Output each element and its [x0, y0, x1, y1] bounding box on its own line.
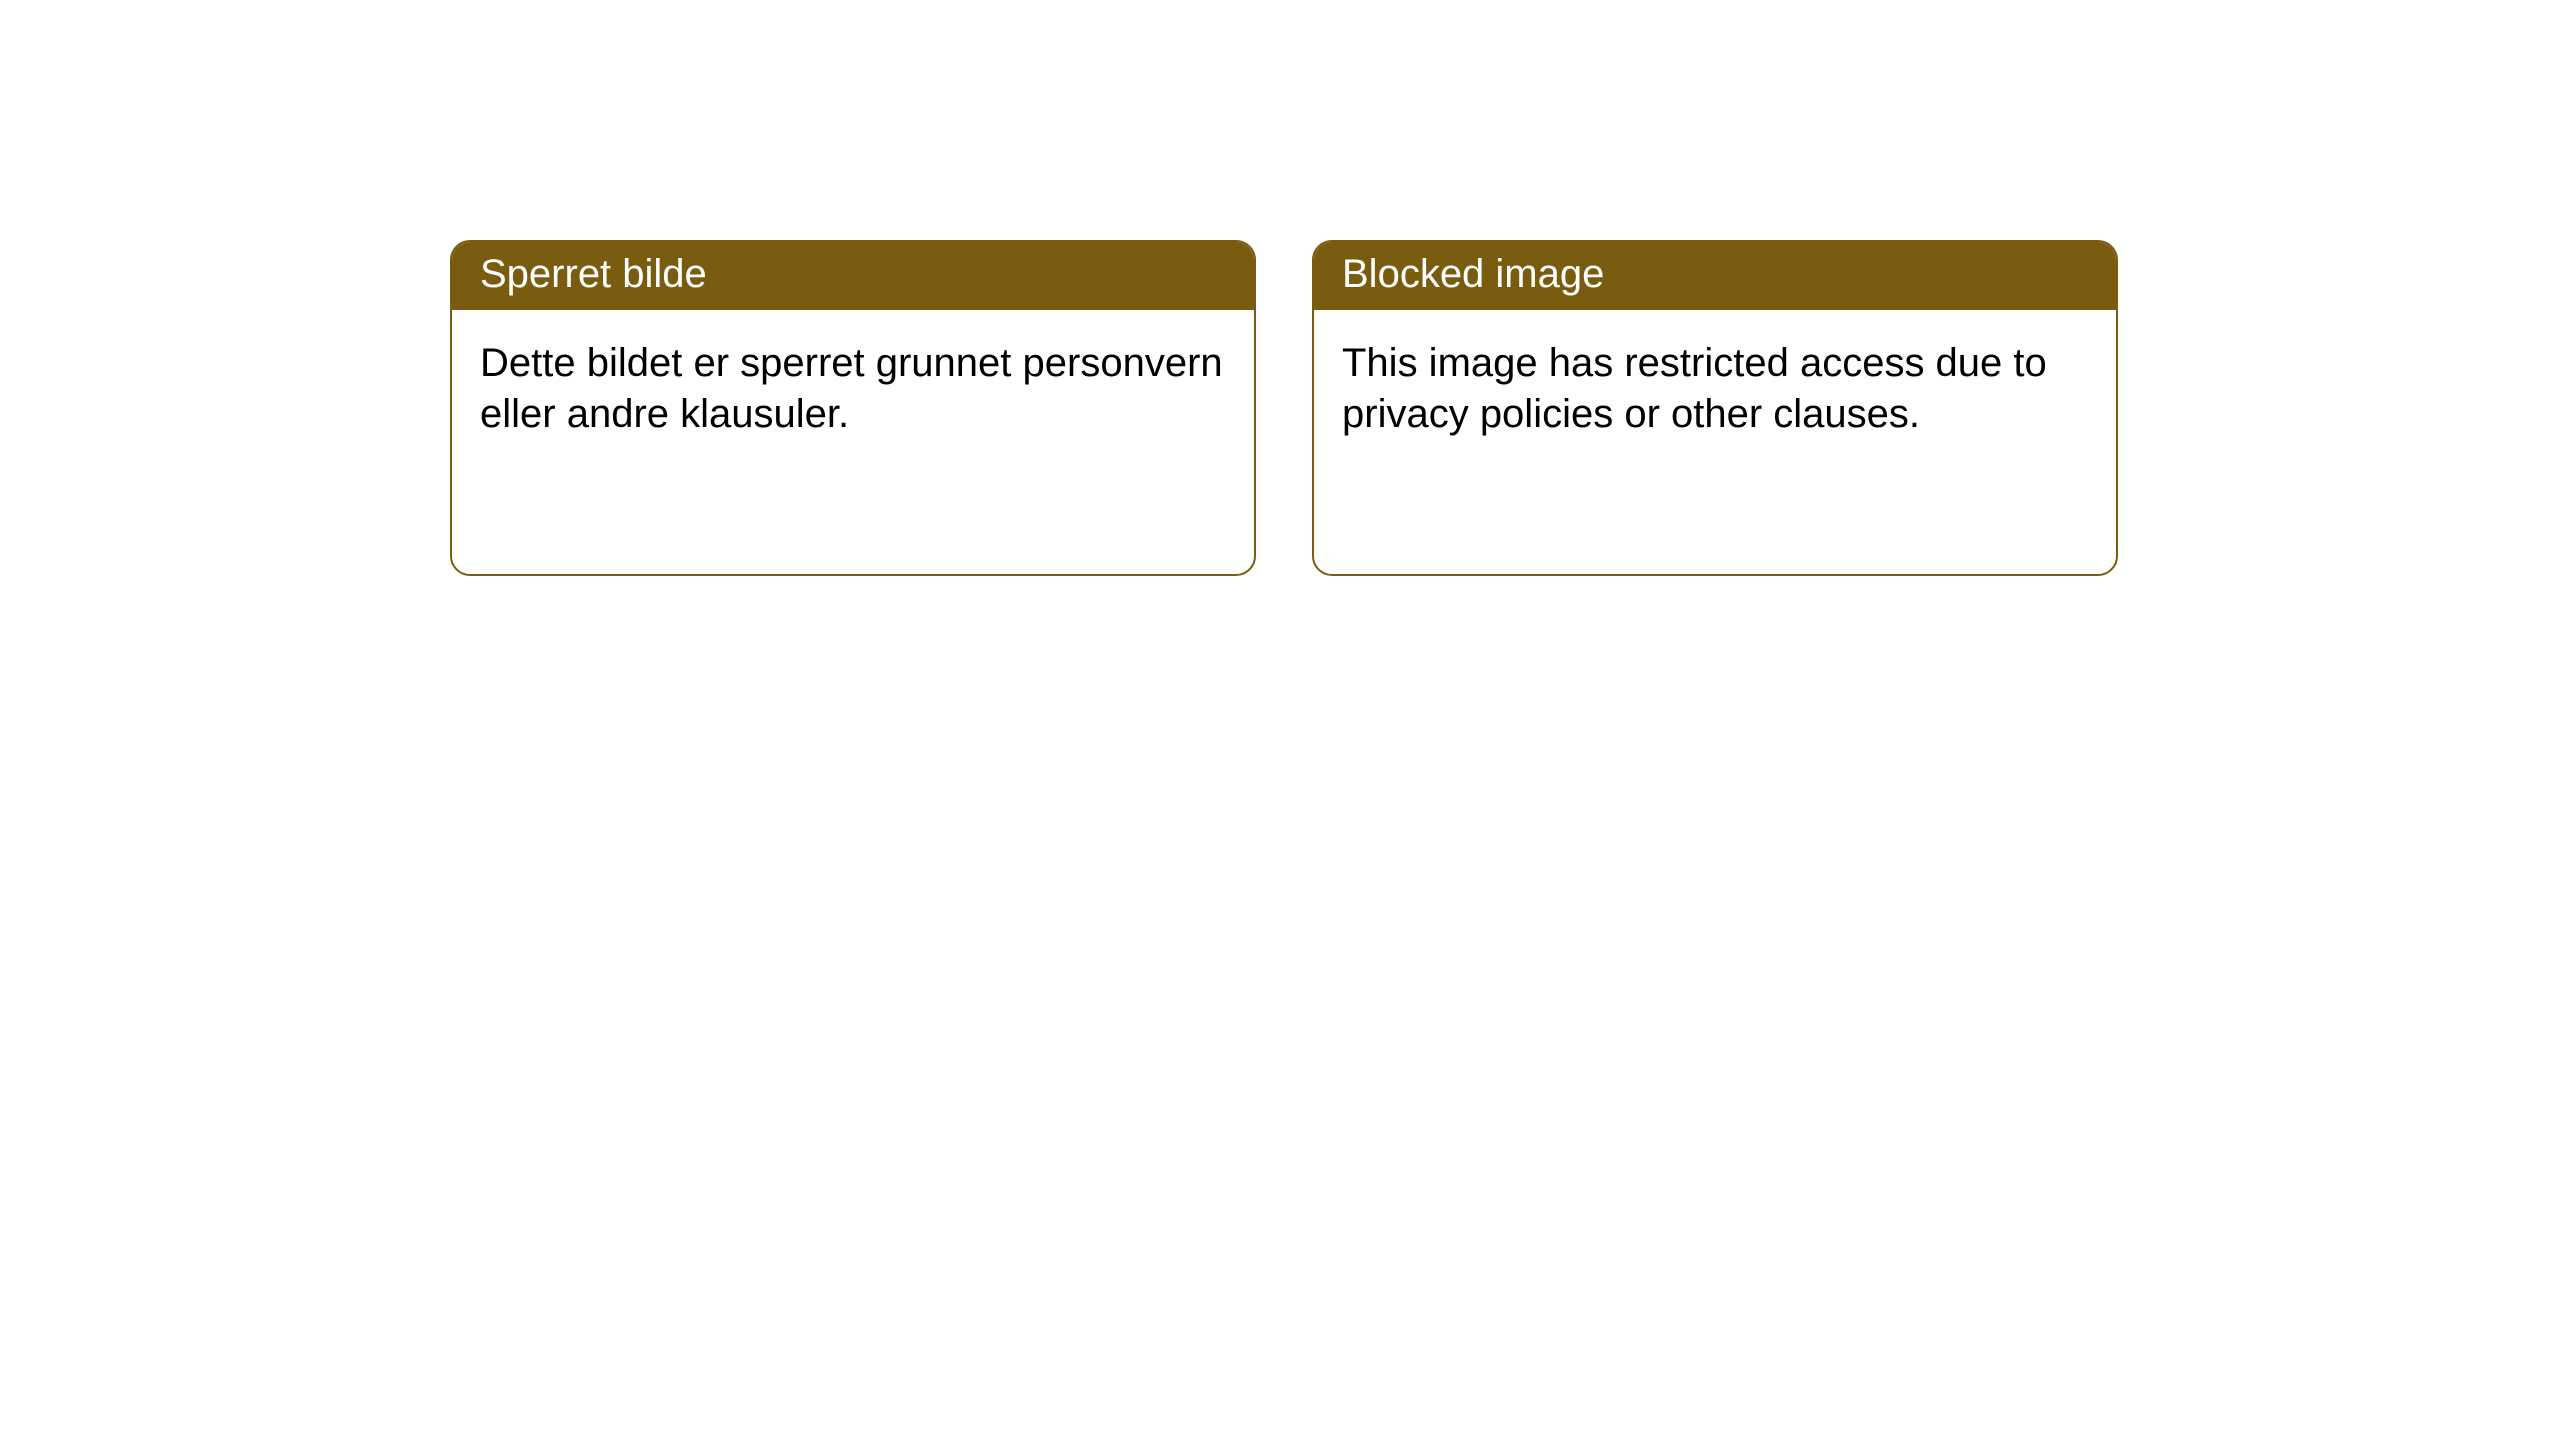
notice-body-en: This image has restricted access due to … [1314, 310, 2116, 468]
notice-card-en: Blocked image This image has restricted … [1312, 240, 2118, 576]
notice-card-no: Sperret bilde Dette bildet er sperret gr… [450, 240, 1256, 576]
notice-body-no: Dette bildet er sperret grunnet personve… [452, 310, 1254, 468]
notice-title-en: Blocked image [1314, 242, 2116, 310]
notice-title-no: Sperret bilde [452, 242, 1254, 310]
notice-container: Sperret bilde Dette bildet er sperret gr… [0, 0, 2560, 576]
